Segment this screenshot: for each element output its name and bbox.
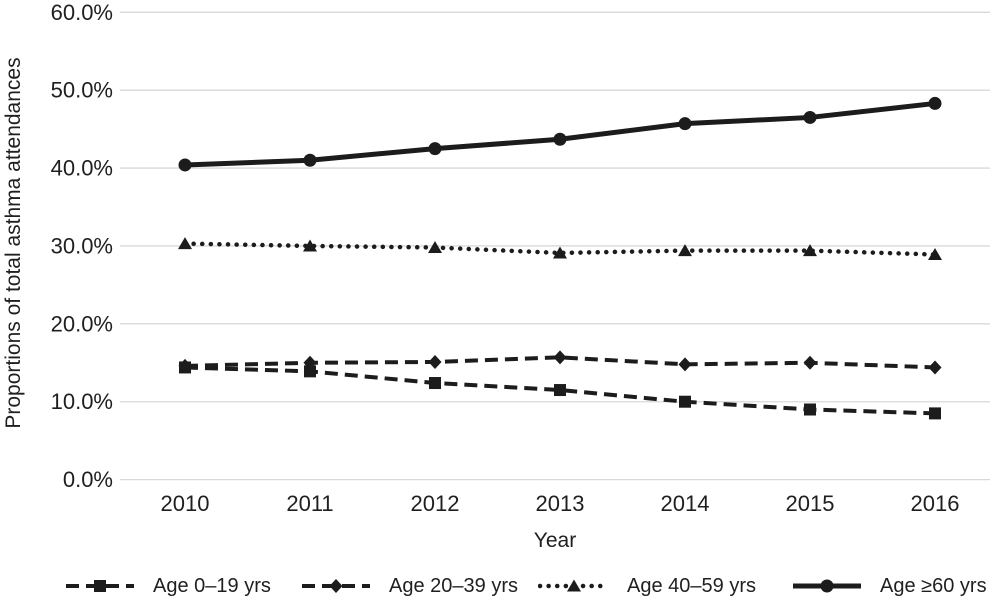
marker-age-60-yrs-2012 <box>428 142 442 156</box>
marker-age-60-yrs-2011 <box>303 153 317 167</box>
marker-age-0-19-yrs-2013 <box>554 384 566 397</box>
x-tick-label-2015: 2015 <box>786 491 835 516</box>
marker-age-60-yrs-2014 <box>678 117 692 131</box>
marker-age-0-19-yrs-2015 <box>804 403 816 416</box>
y-axis-tick-labels: 0.0% 10.0% 20.0% 30.0% 40.0% 50.0% 60.0% <box>51 0 113 492</box>
legend-item-age-20-39-yrs: Age 20–39 yrs <box>300 572 518 600</box>
legend-marker-triangle-icon <box>567 579 581 592</box>
marker-age-60-yrs-2010 <box>178 158 192 172</box>
y-tick-label-50.0%: 50.0% <box>51 78 113 103</box>
x-tick-label-2016: 2016 <box>911 491 960 516</box>
marker-age-40-59-yrs-2016 <box>928 248 942 261</box>
x-tick-label-2013: 2013 <box>536 491 585 516</box>
legend-sample-dashed-diamond-icon <box>302 579 370 593</box>
legend-sample-solid-circle-icon <box>793 579 861 593</box>
marker-age-40-59-yrs-2010 <box>178 237 192 250</box>
legend: Age 0–19 yrs Age 20–39 yrs Age 40–59 yrs Ag… <box>0 572 997 604</box>
legend-marker-circle-icon <box>820 579 834 593</box>
legend-item-age-40-59-yrs: Age 40–59 yrs <box>538 572 756 600</box>
x-tick-label-2014: 2014 <box>661 491 710 516</box>
x-axis-tick-labels: 2010 2011 2012 2013 2014 2015 2016 <box>161 491 960 516</box>
legend-label-age-40-59-yrs: Age 40–59 yrs <box>627 574 756 597</box>
marker-age-40-59-yrs-2015 <box>803 244 817 257</box>
marker-age-20-39-yrs-2011 <box>303 355 317 370</box>
marker-age-20-39-yrs-2014 <box>678 357 692 372</box>
y-tick-label-20.0%: 20.0% <box>51 311 113 336</box>
y-tick-label-60.0%: 60.0% <box>51 0 113 25</box>
plot-area: 0.0%10.0%20.0%30.0%40.0%50.0%60.0% 2010 2… <box>51 0 990 516</box>
y-tick-label-0.0%: 0.0% <box>63 467 113 492</box>
y-tick-label-30.0%: 30.0% <box>51 233 113 258</box>
legend-label-age-60-yrs: Age ≥60 yrs <box>880 574 987 597</box>
series-lines <box>178 96 942 420</box>
gridlines <box>120 11 990 481</box>
marker-age-0-19-yrs-2012 <box>429 377 441 390</box>
marker-age-60-yrs-2015 <box>803 110 817 124</box>
marker-age-0-19-yrs-2016 <box>929 407 941 420</box>
x-tick-label-2011: 2011 <box>286 491 333 516</box>
marker-age-20-39-yrs-2016 <box>928 360 942 375</box>
x-tick-label-2010: 2010 <box>161 491 210 516</box>
marker-age-20-39-yrs-2015 <box>803 355 817 370</box>
legend-marker-square-icon <box>94 580 106 592</box>
marker-age-40-59-yrs-2012 <box>428 241 442 254</box>
y-tick-label-10.0%: 10.0% <box>51 389 113 414</box>
marker-age-0-19-yrs-2014 <box>679 395 691 408</box>
marker-age-20-39-yrs-2012 <box>428 354 442 369</box>
legend-marker-diamond-icon <box>329 579 343 593</box>
marker-age-20-39-yrs-2010 <box>178 358 192 373</box>
legend-item-age-0-19-yrs: Age 0–19 yrs <box>64 572 271 600</box>
y-tick-label-40.0%: 40.0% <box>51 156 113 181</box>
marker-age-60-yrs-2013 <box>553 132 567 146</box>
legend-item-age-60-yrs: Age ≥60 yrs <box>791 572 987 600</box>
marker-age-40-59-yrs-2011 <box>303 239 317 252</box>
marker-age-40-59-yrs-2014 <box>678 244 692 257</box>
x-tick-label-2012: 2012 <box>411 491 460 516</box>
x-axis-title: Year <box>533 529 577 552</box>
legend-sample-dotted-triangle-icon <box>538 579 610 592</box>
marker-age-20-39-yrs-2013 <box>553 350 567 365</box>
legend-sample-dashed-square-icon <box>66 580 134 592</box>
legend-label-age-0-19-yrs: Age 0–19 yrs <box>153 574 271 597</box>
marker-age-40-59-yrs-2013 <box>553 246 567 259</box>
marker-age-60-yrs-2016 <box>928 96 942 110</box>
marker-age-0-19-yrs-2011 <box>304 365 316 378</box>
legend-label-age-20-39-yrs: Age 20–39 yrs <box>389 574 518 597</box>
